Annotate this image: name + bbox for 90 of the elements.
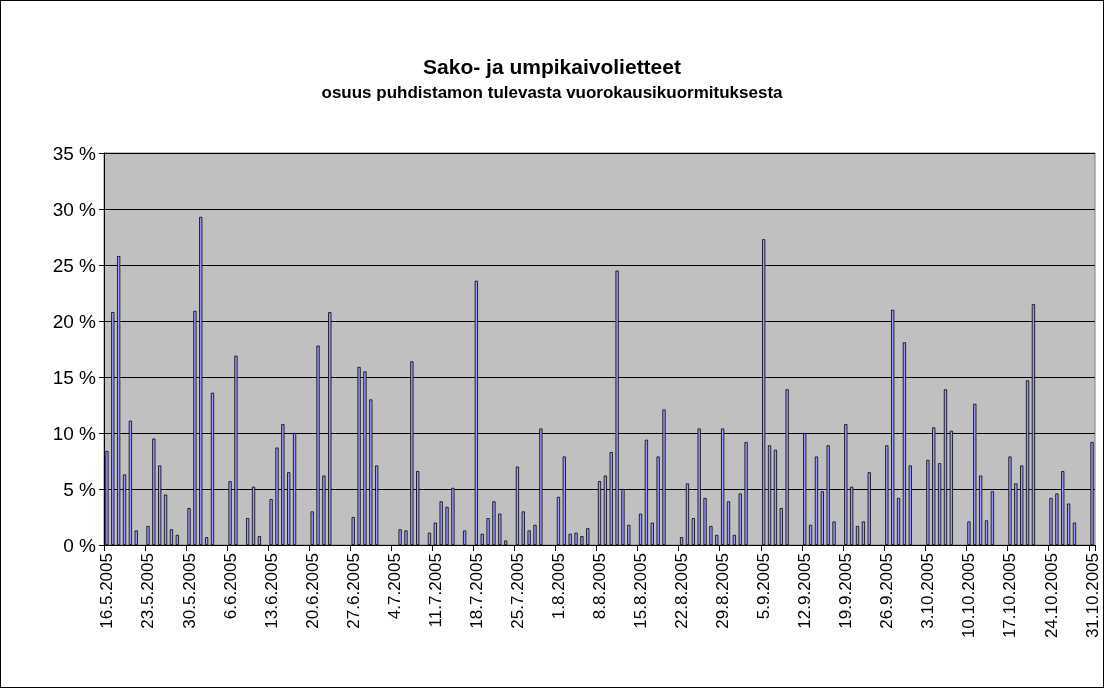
bar <box>146 525 150 545</box>
bar <box>257 536 262 545</box>
bar <box>504 540 508 545</box>
bar <box>269 499 273 545</box>
chart-title: Sako- ja umpikaivolietteet <box>423 55 681 78</box>
x-tick-label: 31.10.2005 <box>1082 553 1102 639</box>
x-tick-label: 1.8.2005 <box>548 553 568 620</box>
bar <box>1072 522 1077 545</box>
bar <box>832 521 836 545</box>
bar <box>480 533 484 545</box>
bar <box>1049 497 1053 545</box>
bar <box>521 511 525 545</box>
bar <box>808 524 813 545</box>
bar <box>580 536 584 545</box>
bar <box>427 532 432 545</box>
y-tick-label: 0 % <box>63 534 97 556</box>
bar <box>709 525 713 545</box>
bar <box>433 522 437 545</box>
bar <box>650 522 654 545</box>
bar <box>627 524 631 545</box>
bar <box>703 497 707 545</box>
bar <box>586 528 590 545</box>
x-tick-label: 4.7.2005 <box>384 553 404 620</box>
x-tick-label: 5.9.2005 <box>754 553 774 620</box>
x-tick-label: 22.8.2005 <box>672 553 692 629</box>
x-tick-label: 18.7.2005 <box>466 553 486 629</box>
bar <box>463 530 467 545</box>
bar <box>861 521 865 545</box>
x-tick-label: 16.5.2005 <box>97 553 117 629</box>
bar <box>984 520 989 545</box>
x-tick-label: 26.9.2005 <box>877 553 897 629</box>
x-tick-label: 17.10.2005 <box>1000 553 1020 639</box>
bar <box>855 525 860 545</box>
x-tick-label: 12.9.2005 <box>795 553 815 629</box>
bar <box>533 524 537 545</box>
x-tick-label: 3.10.2005 <box>918 553 938 629</box>
bar <box>738 493 742 545</box>
x-tick-label: 24.10.2005 <box>1041 553 1061 639</box>
x-tick-label: 13.6.2005 <box>261 553 281 629</box>
bar <box>691 518 695 545</box>
bar <box>568 533 572 545</box>
x-tick-label: 19.9.2005 <box>836 553 856 629</box>
bar <box>246 518 250 545</box>
x-tick-label: 10.10.2005 <box>959 553 979 639</box>
x-tick-label: 15.8.2005 <box>631 553 651 629</box>
bar <box>404 530 408 545</box>
y-tick-label: 20 % <box>52 310 97 332</box>
bar <box>1055 493 1059 545</box>
y-tick-label: 5 % <box>63 478 97 500</box>
bar <box>310 511 314 545</box>
chart-subtitle: osuus puhdistamon tulevasta vuorokausikuormituksesta <box>321 83 784 102</box>
bar <box>679 537 684 545</box>
bar <box>1067 503 1071 545</box>
bar <box>574 532 578 545</box>
bar <box>726 501 731 545</box>
bar <box>556 496 561 545</box>
x-tick-label: 25.7.2005 <box>507 553 527 629</box>
bar <box>498 513 502 545</box>
x-tick-label: 23.5.2005 <box>138 553 158 629</box>
x-tick-label: 30.5.2005 <box>179 553 199 629</box>
bar <box>527 530 531 545</box>
bar <box>779 508 783 545</box>
x-tick-label: 20.6.2005 <box>302 553 322 629</box>
bar <box>398 529 402 545</box>
x-tick-label: 8.8.2005 <box>590 553 609 620</box>
y-tick-label: 35 % <box>52 142 97 164</box>
bar <box>175 534 179 545</box>
bar <box>967 521 971 545</box>
bar <box>486 518 490 545</box>
x-tick-label: 6.6.2005 <box>220 553 240 620</box>
bar <box>896 497 901 545</box>
bar <box>205 537 209 545</box>
y-tick-label: 15 % <box>52 366 97 388</box>
x-tick-label: 27.6.2005 <box>343 553 363 629</box>
bar <box>187 508 191 545</box>
bar <box>163 494 168 545</box>
bar <box>715 534 719 545</box>
y-tick-label: 30 % <box>52 198 97 220</box>
y-tick-label: 25 % <box>52 254 97 276</box>
y-tick-label: 10 % <box>52 422 97 444</box>
bar <box>439 501 443 545</box>
bar <box>732 534 736 545</box>
bar <box>134 530 138 545</box>
bar <box>638 513 643 545</box>
bar <box>492 501 496 545</box>
bar <box>351 517 355 545</box>
x-tick-label: 29.8.2005 <box>713 553 733 629</box>
x-tick-label: 11.7.2005 <box>425 553 445 628</box>
bar <box>169 529 174 545</box>
bar <box>445 506 449 545</box>
